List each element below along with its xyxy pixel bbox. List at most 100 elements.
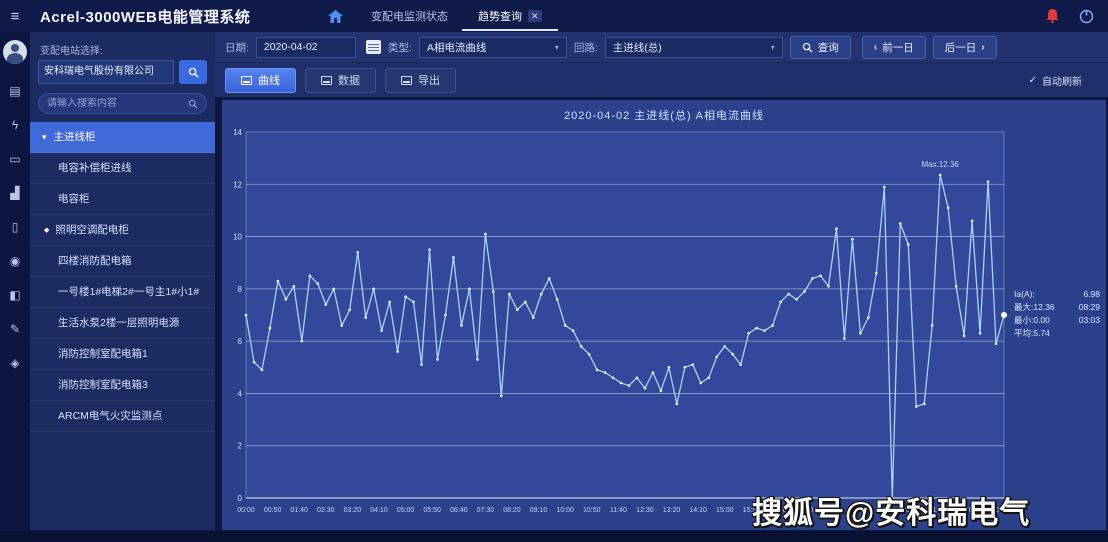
svg-text:00:50: 00:50 <box>264 507 282 514</box>
svg-text:10:50: 10:50 <box>583 507 601 514</box>
svg-text:01:40: 01:40 <box>290 507 308 514</box>
svg-text:8: 8 <box>238 285 243 294</box>
tooltip-row: 平均:5.74 <box>1014 328 1050 338</box>
settings-icon[interactable]: ◈ <box>10 356 20 370</box>
svg-text:11:40: 11:40 <box>610 507 627 514</box>
loop-label: 回路: <box>573 41 598 54</box>
tooltip-row: Ia(A): 6.98 <box>1014 289 1100 299</box>
svg-text:06:40: 06:40 <box>450 507 468 514</box>
svg-text:12: 12 <box>233 180 242 189</box>
search-icon <box>802 42 813 53</box>
trend-chart[interactable]: 0 2 4 6 8 10 12 14 00:00 00:50 01:40 02:30 03:20 04:1… <box>228 124 1102 528</box>
tree-item-label: 四楼消防配电箱 <box>58 255 132 267</box>
tree-item-label: 消防控制室配电箱1 <box>58 348 148 360</box>
chevron-down-icon: ▾ <box>770 42 775 52</box>
svg-text:0: 0 <box>238 494 243 503</box>
svg-text:00:00: 00:00 <box>237 507 255 514</box>
auto-refresh-checkbox[interactable]: ✓ 自动刷新 <box>1028 74 1082 88</box>
power-logout-icon[interactable] <box>1079 9 1094 24</box>
date-field <box>255 36 356 58</box>
search-icon <box>188 99 198 109</box>
tree-item[interactable]: ARCM电气火灾监测点 <box>30 401 215 432</box>
curve-type-select[interactable]: A相电流曲线 ▾ <box>418 36 567 58</box>
tree-item[interactable]: 消防控制室配电箱3 <box>30 370 215 401</box>
next-day-button[interactable]: 后一日 › <box>932 35 997 59</box>
calendar-icon[interactable] <box>365 40 381 54</box>
watermark: 搜狐号@安科瑞电气 <box>752 497 1031 530</box>
tree-search <box>38 93 207 114</box>
svg-text:2: 2 <box>238 442 243 451</box>
nav-tab-monitor-status[interactable]: 变配电监测状态 <box>371 11 448 23</box>
alarm-bell-icon[interactable] <box>1046 9 1059 23</box>
tree-search-input[interactable] <box>47 98 188 109</box>
tab-icon <box>401 75 412 85</box>
view-tab-other[interactable]: 数据 <box>305 67 376 93</box>
folder-icon[interactable]: ▭ <box>9 152 21 166</box>
svg-text:4: 4 <box>238 389 243 398</box>
tree-item-label: 一号楼1#电梯2#一号主1#小1# <box>58 286 200 298</box>
menu-icon[interactable]: ≡ <box>10 7 20 25</box>
view-tab-curve[interactable]: 曲线 <box>225 67 296 93</box>
chevron-right-icon: › <box>981 41 985 53</box>
svg-text:Max:12.36: Max:12.36 <box>921 160 959 169</box>
tree-item-label: 照明空调配电柜 <box>55 224 129 236</box>
device-icon[interactable]: ◧ <box>9 288 21 302</box>
monitor-icon[interactable]: ▤ <box>9 84 21 98</box>
view-tab-label: 曲线 <box>258 75 280 87</box>
tree-item[interactable]: 电容柜 <box>30 184 215 215</box>
chevron-left-icon: ‹ <box>873 41 878 53</box>
bar-chart-icon[interactable]: ▟ <box>10 186 20 200</box>
svg-text:6: 6 <box>238 337 243 346</box>
svg-text:19:10: 19:10 <box>849 507 867 514</box>
user-avatar[interactable] <box>3 40 27 64</box>
svg-text:14: 14 <box>233 128 242 137</box>
chart-tooltip: Ia(A): 6.98 最大:12.36 08:29 最小:0.00 03:03 平均:5.… <box>1014 288 1100 340</box>
app-title: Acrel-3000WEB电能管理系统 <box>40 8 251 26</box>
loop-select[interactable]: 主进线(总) ▾ <box>604 36 783 58</box>
tab-close-icon[interactable]: ✕ <box>528 10 542 22</box>
expand-arrow-icon[interactable]: ▾ <box>42 132 47 142</box>
svg-text:09:10: 09:10 <box>530 507 548 514</box>
svg-text:04:10: 04:10 <box>370 507 388 514</box>
tree-item-label: 生活水泵2楼一层照明电源 <box>58 317 180 329</box>
tree-item[interactable]: 四楼消防配电箱 <box>30 246 215 277</box>
edit-icon[interactable]: ✎ <box>9 322 21 336</box>
tab-icon <box>321 75 332 85</box>
document-icon[interactable]: ▯ <box>11 220 19 234</box>
prev-day-button[interactable]: ‹ 前一日 <box>861 35 926 59</box>
station-select-label: 变配电站选择: <box>40 46 103 57</box>
tree-item[interactable]: 消防控制室配电箱1 <box>30 339 215 370</box>
tree-item[interactable]: 一号楼1#电梯2#一号主1#小1# <box>30 277 215 308</box>
tooltip-row: 最大:12.36 08:29 <box>1014 302 1100 312</box>
svg-text:15:50: 15:50 <box>743 507 761 514</box>
check-icon: ✓ <box>1028 74 1037 86</box>
bottom-strip <box>0 531 1108 542</box>
view-switch-bar: 曲线 数据 导出 ✓ 自动刷新 <box>215 63 1108 97</box>
energy-icon[interactable]: ϟ <box>11 118 19 132</box>
header: ≡ Acrel-3000WEB电能管理系统 变配电监测状态 趋势查询 ✕ <box>0 0 1108 32</box>
svg-text:10: 10 <box>233 233 242 242</box>
alarm-icon[interactable]: ◉ <box>9 254 21 268</box>
left-icon-rail: ▤ ϟ ▭ ▟ ▯ ◉ ◧ ✎ ◈ <box>0 32 30 542</box>
nav-tab-trend-query[interactable]: 趋势查询 ✕ <box>462 3 558 31</box>
station-search-button[interactable] <box>179 60 207 84</box>
tree-item[interactable]: 电容补偿柜进线 <box>30 153 215 184</box>
tree-item-label: ARCM电气火灾监测点 <box>58 410 163 422</box>
svg-text:18:20: 18:20 <box>822 507 840 514</box>
tree-item-label: 电容补偿柜进线 <box>58 162 132 174</box>
date-label: 日期: <box>225 41 249 54</box>
home-icon[interactable] <box>328 9 343 23</box>
tree-item[interactable]: ◆ 照明空调配电柜 <box>30 215 215 246</box>
tab-icon <box>241 75 252 85</box>
view-tab-other[interactable]: 导出 <box>385 67 456 93</box>
tree-item[interactable]: ▾ 主进线柜 <box>30 122 215 153</box>
search-button[interactable]: 查询 <box>789 35 851 59</box>
svg-text:21:40: 21:40 <box>929 507 947 514</box>
station-select[interactable]: 安科瑞电气股份有限公司 <box>38 60 174 84</box>
svg-text:05:00: 05:00 <box>397 507 415 514</box>
tree-item[interactable]: 生活水泵2楼一层照明电源 <box>30 308 215 339</box>
svg-text:10:00: 10:00 <box>556 507 574 514</box>
tooltip-row: 最小:0.00 03:03 <box>1014 315 1100 325</box>
date-input[interactable] <box>263 41 348 53</box>
